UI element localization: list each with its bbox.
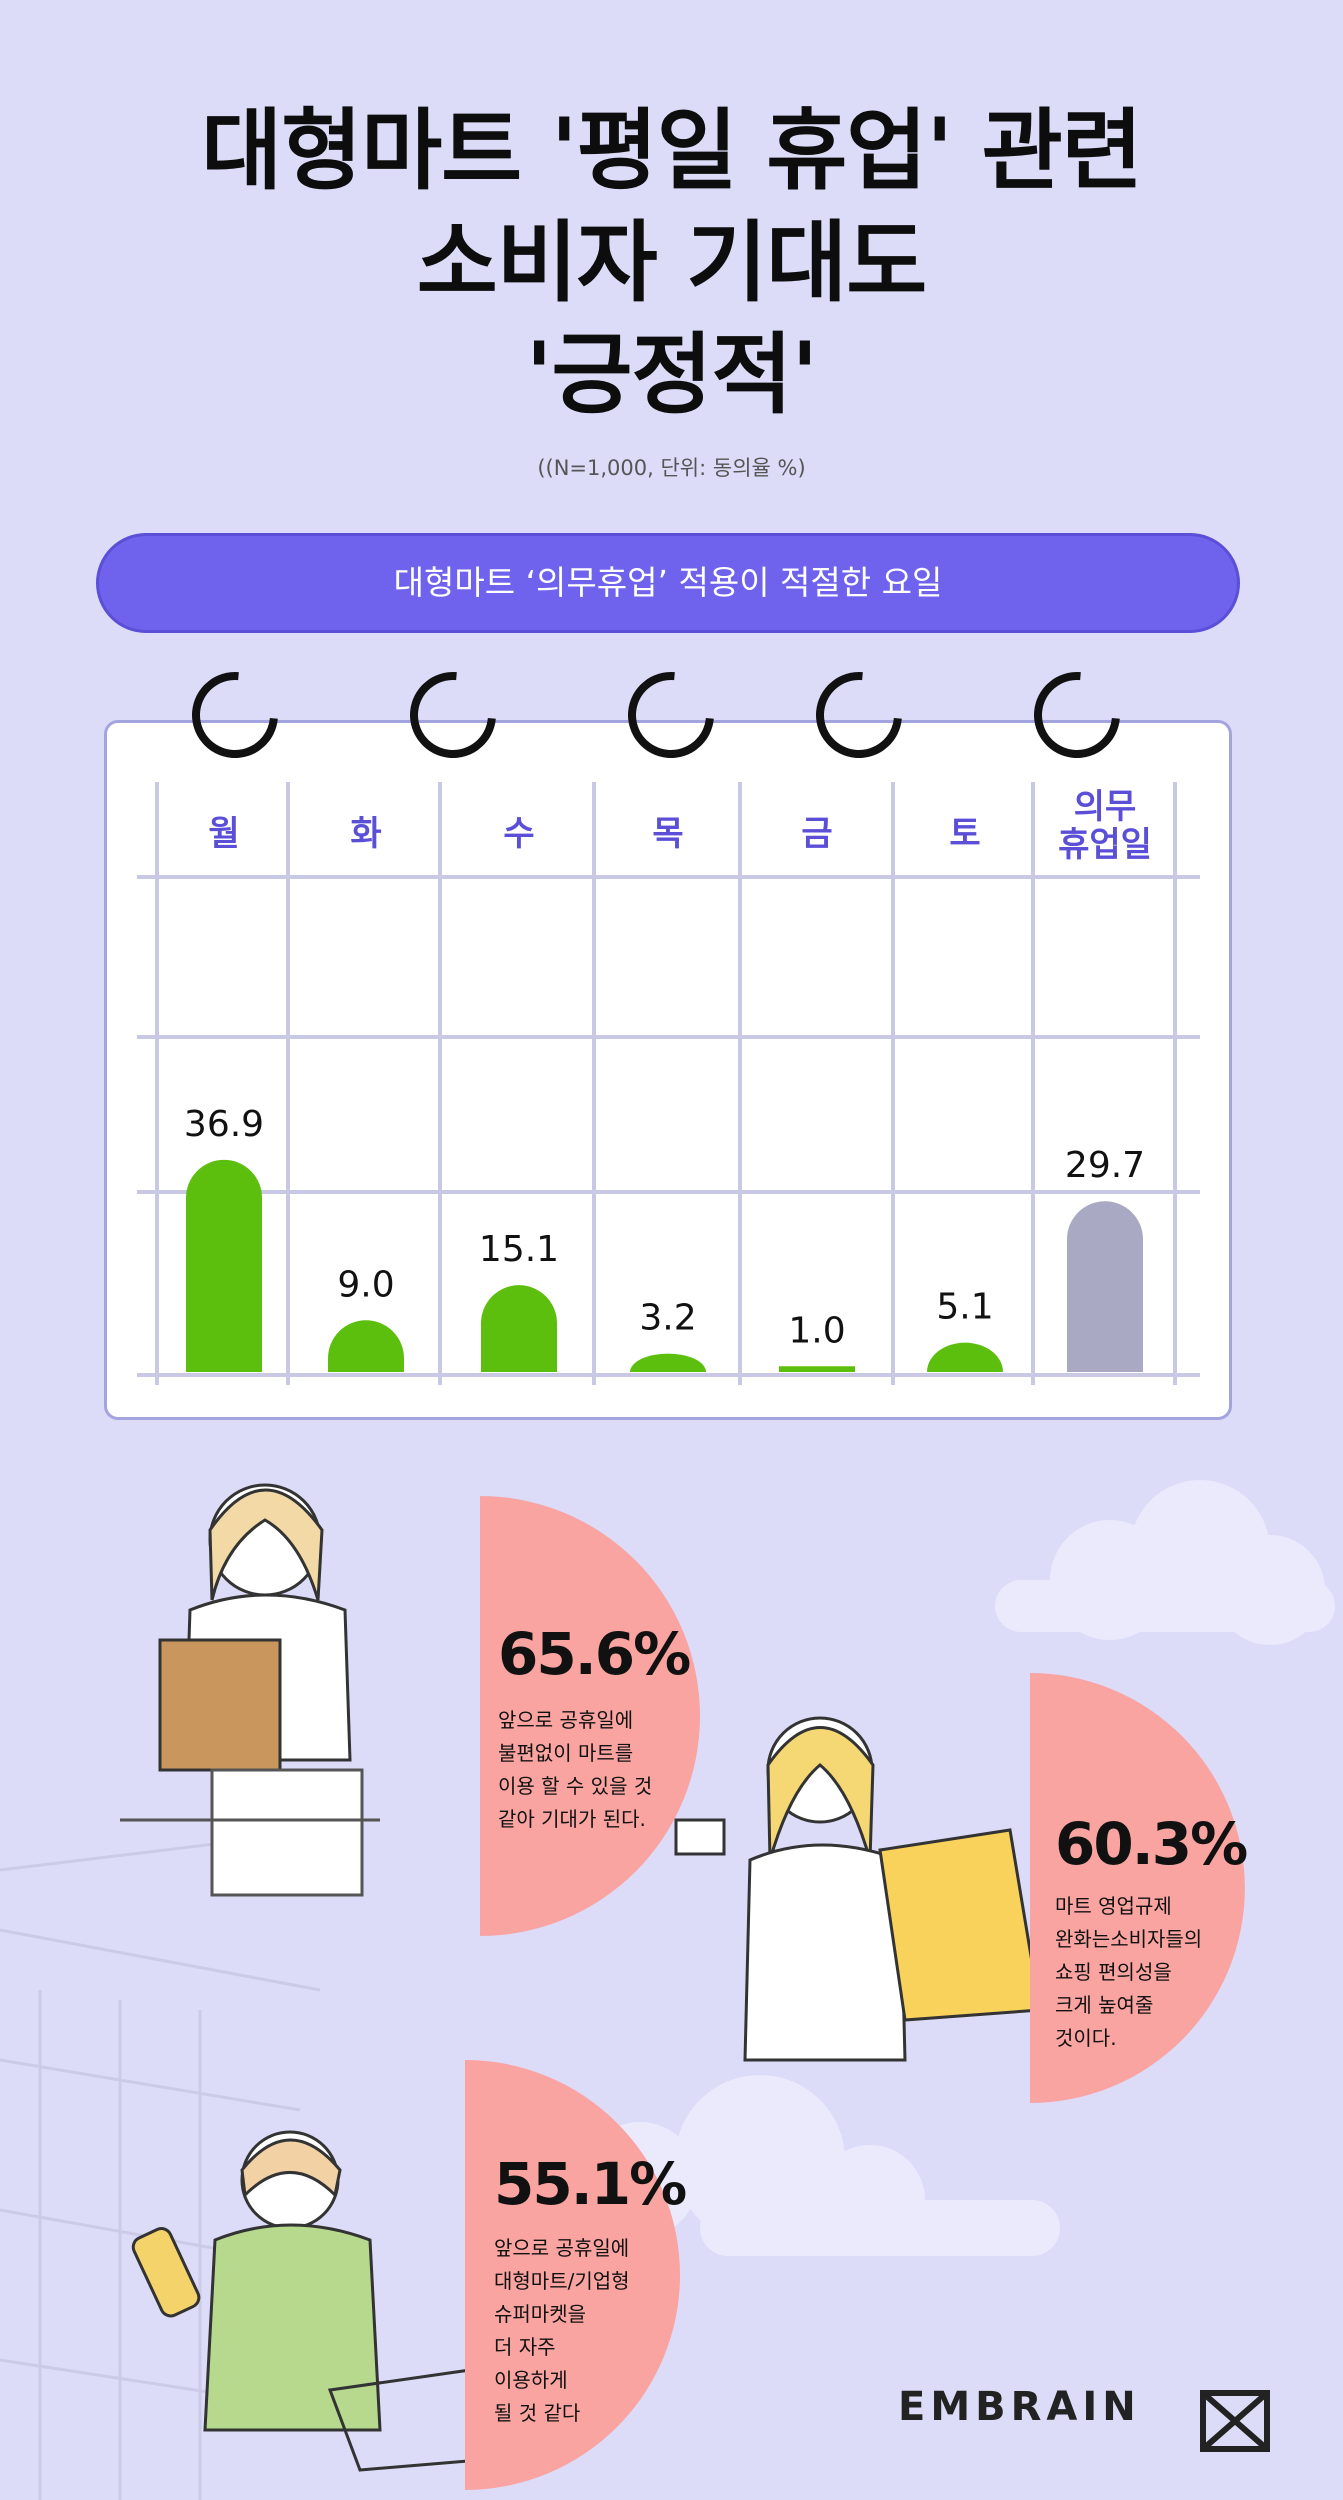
stat-description: 앞으로 공휴일에 대형마트/기업형 슈퍼마켓을 더 자주 이용하게 될 것 같다 bbox=[494, 2232, 630, 2430]
stat-percent: 65.6% bbox=[498, 1620, 691, 1688]
bar bbox=[481, 1285, 557, 1372]
category-label: 목 bbox=[652, 814, 683, 854]
brand-mark-icon bbox=[1200, 2390, 1270, 2452]
stat-percent: 55.1% bbox=[494, 2150, 687, 2218]
stat-line: 불편없이 마트를 bbox=[498, 1741, 634, 1765]
bar bbox=[779, 1366, 855, 1372]
pie-slice bbox=[480, 1496, 700, 1936]
stat-description: 앞으로 공휴일에 불편없이 마트를 이용 할 수 있을 것 같아 기대가 된다. bbox=[498, 1704, 652, 1836]
bar bbox=[1067, 1201, 1143, 1372]
bar bbox=[630, 1353, 706, 1372]
brand-logo: EMBRAIN bbox=[898, 2384, 1141, 2430]
value-label: 15.1 bbox=[479, 1229, 559, 1270]
category-label: 화 bbox=[350, 814, 381, 854]
category-label: 의무 휴업일 bbox=[1058, 787, 1152, 865]
stat-line: 쇼핑 편의성을 bbox=[1055, 1960, 1172, 1984]
stat-percent: 60.3% bbox=[1055, 1810, 1248, 1878]
credit-card-icon bbox=[674, 1818, 726, 1856]
category-label: 토 bbox=[949, 814, 980, 854]
category-label: 수 bbox=[503, 814, 534, 854]
stat-line: 앞으로 공휴일에 bbox=[494, 2236, 630, 2260]
grid bbox=[137, 782, 1200, 1385]
title-line: '긍정적' bbox=[525, 323, 819, 426]
stat-line: 더 자주 bbox=[494, 2335, 556, 2359]
value-label: 29.7 bbox=[1065, 1145, 1145, 1186]
stat-line: 같아 기대가 된다. bbox=[498, 1807, 646, 1831]
category-label: 월 bbox=[208, 814, 239, 854]
value-label: 1.0 bbox=[788, 1310, 845, 1351]
calendar-icon bbox=[210, 1768, 364, 1897]
grocery-bag-icon bbox=[158, 1638, 282, 1772]
bar-chart: 월 화 수 목 금 토 의무 휴업일 36.9 9.0 15.1 3.2 1.0 5.1 29.7 bbox=[137, 782, 1200, 1385]
stat-line: 앞으로 공휴일에 bbox=[498, 1708, 634, 1732]
person-icon bbox=[120, 1483, 380, 1897]
value-label: 36.9 bbox=[184, 1104, 264, 1145]
page-title: 대형마트 '평일 휴업' 관련 소비자 기대도 '긍정적' bbox=[0, 95, 1343, 431]
stat-line: 슈퍼마켓을 bbox=[494, 2302, 586, 2326]
pie-slice bbox=[465, 2060, 680, 2490]
category-label: 금 bbox=[801, 814, 832, 854]
stat-line: 될 것 같다 bbox=[494, 2401, 581, 2425]
stat-line: 것이다. bbox=[1055, 2026, 1117, 2050]
person-icon bbox=[131, 2130, 482, 2472]
sample-note: ((N=1,000, 단위: 동의율 %) bbox=[537, 456, 806, 480]
title-line: 대형마트 '평일 휴업' 관련 bbox=[201, 99, 1142, 202]
stat-line: 완화는소비자들의 bbox=[1055, 1927, 1203, 1951]
title-line: 소비자 기대도 bbox=[416, 211, 927, 314]
stat-line: 이용 할 수 있을 것 bbox=[498, 1774, 653, 1798]
brand-name: EMBRAIN bbox=[898, 2384, 1141, 2430]
bar bbox=[927, 1342, 1003, 1372]
calendar-chart bbox=[104, 720, 1232, 1420]
value-label: 3.2 bbox=[639, 1298, 696, 1339]
shelf-lines bbox=[0, 1828, 331, 2500]
stat-line: 크게 높여줄 bbox=[1055, 1993, 1154, 2017]
stat-line: 이용하게 bbox=[494, 2368, 568, 2392]
bar bbox=[328, 1320, 404, 1372]
bar bbox=[186, 1159, 262, 1372]
stat-description: 마트 영업규제 완화는소비자들의 쇼핑 편의성을 크게 높여줄 것이다. bbox=[1055, 1890, 1202, 2055]
stat-line: 마트 영업규제 bbox=[1055, 1894, 1172, 1918]
value-label: 9.0 bbox=[337, 1264, 394, 1305]
pie-slice bbox=[1030, 1673, 1245, 2103]
person-icon bbox=[674, 1716, 1042, 2062]
bread-icon bbox=[131, 2227, 201, 2318]
stat-line: 대형마트/기업형 bbox=[494, 2269, 630, 2293]
section-label: 대형마트 ‘의무휴업’ 적용이 적절한 요일 bbox=[96, 533, 1240, 633]
value-label: 5.1 bbox=[936, 1287, 993, 1328]
